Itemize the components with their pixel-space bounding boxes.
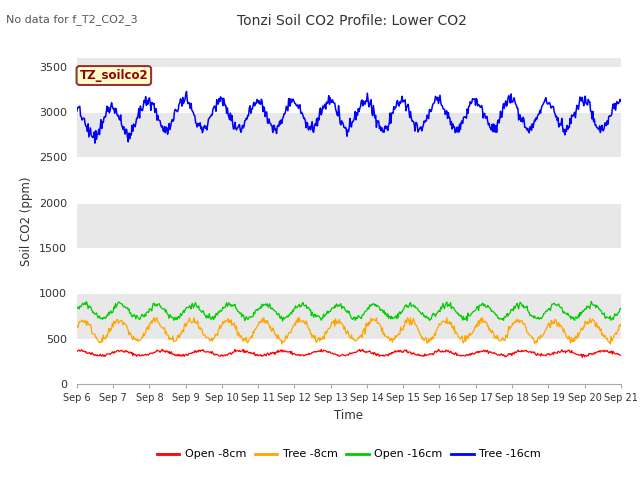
Bar	[77, 248, 621, 293]
Bar	[77, 339, 621, 384]
Text: No data for f_T2_CO2_3: No data for f_T2_CO2_3	[6, 14, 138, 25]
Text: Tonzi Soil CO2 Profile: Lower CO2: Tonzi Soil CO2 Profile: Lower CO2	[237, 14, 467, 28]
X-axis label: Time: Time	[334, 408, 364, 421]
Y-axis label: Soil CO2 (ppm): Soil CO2 (ppm)	[20, 176, 33, 265]
Text: TZ_soilco2: TZ_soilco2	[79, 69, 148, 82]
Bar	[77, 157, 621, 203]
Legend: Open -8cm, Tree -8cm, Open -16cm, Tree -16cm: Open -8cm, Tree -8cm, Open -16cm, Tree -…	[152, 445, 545, 464]
Bar	[77, 67, 621, 112]
